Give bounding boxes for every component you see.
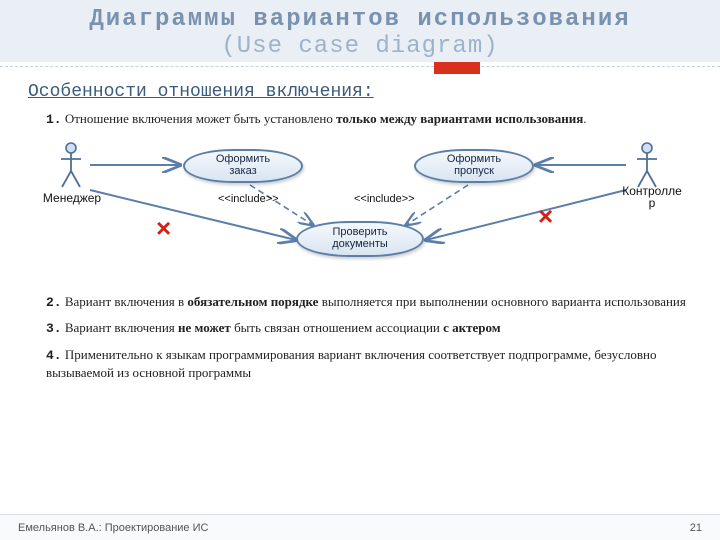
usecase-order-label: Оформить заказ xyxy=(216,154,270,177)
rule-3-a: Вариант включения xyxy=(62,320,178,335)
usecase-check-label: Проверить документы xyxy=(332,227,388,250)
header-band: Диаграммы вариантов использования (Use c… xyxy=(0,0,720,62)
rule-3-num: 3. xyxy=(46,321,62,336)
usecase-pass-label: Оформить пропуск xyxy=(447,154,501,177)
rule-1-b: только между вариантами использования xyxy=(336,111,583,126)
rule-4: 4. Применительно к языкам программирован… xyxy=(46,346,690,382)
usecase-order: Оформить заказ xyxy=(183,149,303,183)
rule-4-a: Применительно к языкам программирования … xyxy=(46,347,656,381)
actor-manager-label: Менеджер xyxy=(32,191,112,205)
rule-1-a: Отношение включения может быть установле… xyxy=(62,111,337,126)
rule-1-num: 1. xyxy=(46,112,62,127)
subtitle: Особенности отношения включения: xyxy=(28,82,692,102)
rule-2-num: 2. xyxy=(46,295,62,310)
diagram-arrows xyxy=(28,135,692,285)
footer-page-number: 21 xyxy=(690,522,702,534)
actor-controller-label: Контролле р xyxy=(612,185,692,210)
usecase-check: Проверить документы xyxy=(296,221,424,257)
footer: Емельянов В.А.: Проектирование ИС 21 xyxy=(0,514,720,540)
content: Особенности отношения включения: 1. Отно… xyxy=(0,76,720,382)
rule-1-c: . xyxy=(583,111,586,126)
rule-2: 2. Вариант включения в обязательном поря… xyxy=(46,293,690,312)
rule-3-d: с актером xyxy=(443,320,501,335)
actor-controller-label-l2: р xyxy=(649,196,656,210)
rule-2-c: выполняется при выполнении основного вар… xyxy=(318,294,685,309)
cross-icon: × xyxy=(156,213,171,244)
actor-manager xyxy=(58,141,84,191)
usecase-pass: Оформить пропуск xyxy=(414,149,534,183)
rule-1: 1. Отношение включения может быть устано… xyxy=(46,110,690,129)
rule-2-a: Вариант включения в xyxy=(62,294,188,309)
stickman-icon xyxy=(58,141,84,191)
page-title-2: (Use case diagram) xyxy=(0,33,720,60)
rule-3-c: быть связан отношением ассоциации xyxy=(231,320,443,335)
usecase-diagram: Менеджер Контролле р Оформить заказ Офор… xyxy=(28,135,692,285)
cross-icon: × xyxy=(538,201,553,232)
page-title-1: Диаграммы вариантов использования xyxy=(0,6,720,33)
footer-left: Емельянов В.А.: Проектирование ИС xyxy=(18,522,208,534)
rule-2-b: обязательном порядке xyxy=(187,294,318,309)
stereotype-include-right: <<include>> xyxy=(354,193,415,205)
stereotype-include-left: <<include>> xyxy=(218,193,279,205)
divider-ticks xyxy=(0,62,720,76)
rule-4-num: 4. xyxy=(46,348,62,363)
rule-3: 3. Вариант включения не может быть связа… xyxy=(46,319,690,338)
rule-3-b: не может xyxy=(178,320,231,335)
red-tab xyxy=(434,62,480,74)
